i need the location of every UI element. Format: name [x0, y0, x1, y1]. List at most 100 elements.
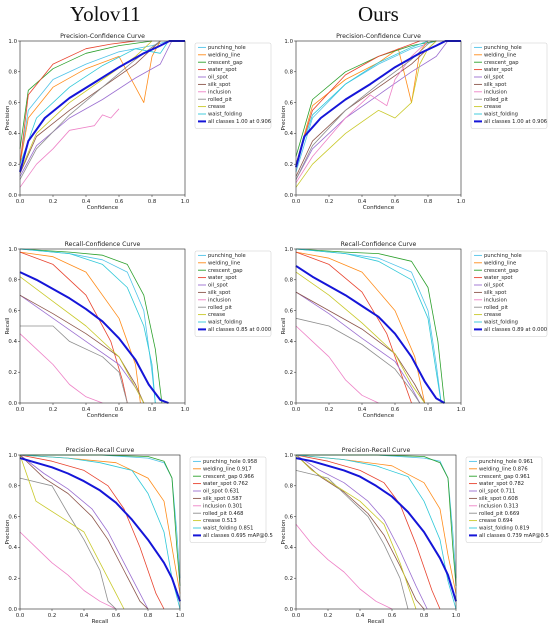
legend-label-waist_folding: waist_folding [208, 112, 242, 118]
y-tick-label: 0.0 [8, 607, 17, 613]
chart-panel-1: Precision-Confidence Curve Confidence Prec… [5, 33, 272, 211]
chart-panel-3: Recall-Confidence Curve Confidence Recall 0… [5, 241, 272, 419]
series-line-rolled_pit [295, 470, 409, 610]
plot-frame [19, 454, 181, 610]
legend-label-rolled_pit: rolled_pit [208, 97, 232, 103]
plot-frame [295, 248, 462, 404]
chart-panel-2: Precision-Confidence Curve Confidence Prec… [281, 33, 548, 211]
series-line-inclusion [295, 325, 379, 404]
legend-label-welding_line: welding_line 0.876 [479, 466, 528, 472]
series-line-oil_spot [19, 454, 149, 610]
y-tick-label: 0.6 [8, 308, 17, 314]
chart-title: Precision-Recall Curve [66, 447, 135, 454]
legend-label-silk_spot: silk_spot [484, 290, 506, 296]
series-line-oil_spot [295, 40, 449, 180]
y-tick-label: 0.0 [284, 607, 293, 613]
series-line-all_classes [295, 40, 461, 168]
legend-label-waist_folding: waist_folding [484, 320, 518, 326]
series-line-silk_spot [19, 454, 149, 610]
series-line-rolled_pit [19, 40, 161, 180]
series-line-crescent_gap [295, 40, 437, 157]
legend-label-welding_line: welding_line 0.917 [203, 466, 252, 472]
x-tick-label: 0.6 [391, 199, 400, 205]
x-tick-label: 0.2 [325, 199, 334, 205]
series-line-all_classes [295, 265, 445, 404]
x-tick-label: 1.0 [452, 613, 461, 619]
series-line-all_classes [19, 40, 185, 173]
legend-label-punching_hole: punching_hole 0.961 [479, 459, 533, 465]
y-tick-label: 0.4 [8, 131, 17, 137]
series-line-welding_line [295, 251, 426, 404]
legend-label-inclusion: inclusion 0.313 [479, 503, 518, 509]
x-tick-label: 1.0 [181, 199, 190, 205]
plot-frame [19, 248, 186, 404]
x-tick-label: 0.6 [112, 613, 121, 619]
y-axis-label: Precision [5, 519, 11, 544]
y-tick-label: 0.0 [8, 401, 17, 407]
y-tick-label: 0.6 [284, 308, 293, 314]
y-tick-label: 0.8 [8, 278, 17, 284]
chart-title: Precision-Confidence Curve [336, 33, 421, 40]
chart-title: Recall-Confidence Curve [65, 241, 141, 248]
y-tick-label: 0.2 [8, 576, 17, 582]
chart-panel-5: Precision-Recall Curve Recall Precision 0.0… [5, 447, 273, 625]
series-line-rolled_pit [295, 317, 421, 404]
series-line-waist_folding [19, 454, 181, 610]
series-line-crease [295, 454, 417, 610]
chart-panel-4: Recall-Confidence Curve Confidence Recall 0… [281, 241, 548, 419]
legend-label-waist_folding: waist_folding [484, 112, 518, 118]
series-line-inclusion [19, 108, 120, 188]
legend-label-crescent_gap: crescent_gap 0.966 [203, 474, 254, 480]
legend-label-water_spot: water_spot [484, 275, 513, 281]
legend-label-rolled_pit: rolled_pit 0.468 [203, 511, 243, 517]
series-line-punching_hole [295, 40, 437, 173]
legend-label-crease: crease [484, 312, 501, 318]
series-line-crescent_gap [19, 40, 153, 149]
legend-label-welding_line: welding_line [484, 52, 516, 58]
series-line-silk_spot [295, 40, 437, 177]
x-tick-label: 1.0 [457, 407, 466, 413]
y-tick-label: 0.6 [8, 514, 17, 520]
series-line-rolled_pit [19, 477, 117, 610]
legend-label-water_spot: water_spot [208, 67, 237, 73]
series-line-crease [295, 40, 437, 188]
series-line-water_spot [19, 454, 165, 610]
legend-label-punching_hole: punching_hole [208, 45, 246, 51]
series-line-punching_hole [19, 40, 169, 165]
x-tick-label: 0.4 [356, 613, 365, 619]
series-line-inclusion [295, 524, 393, 610]
legend-label-oil_spot: oil_spot 0.711 [479, 489, 515, 495]
legend-label-punching_hole: punching_hole [208, 253, 246, 259]
legend-label-all_classes: all classes 0.739 mAP@0.5 [479, 533, 549, 539]
y-tick-label: 0.0 [284, 193, 293, 199]
x-tick-label: 0.6 [391, 407, 400, 413]
legend-label-silk_spot: silk_spot [208, 82, 230, 88]
series-line-crescent_gap [295, 248, 445, 404]
series-line-water_spot [19, 40, 136, 165]
series-line-water_spot [295, 454, 441, 610]
y-axis-label: Recall [5, 317, 11, 334]
series-line-crease [19, 40, 153, 173]
series-line-crease [19, 276, 145, 404]
series-line-waist_folding [295, 454, 457, 610]
y-tick-label: 1.0 [8, 39, 17, 45]
series-line-inclusion [19, 333, 103, 404]
x-tick-label: 0.0 [16, 199, 25, 205]
series-line-welding_line [19, 251, 141, 404]
y-tick-label: 0.8 [284, 484, 293, 490]
legend-box [470, 42, 548, 129]
legend-box [189, 456, 267, 543]
y-tick-label: 0.6 [8, 100, 17, 106]
x-tick-label: 1.0 [181, 407, 190, 413]
chart-title: Precision-Confidence Curve [60, 33, 145, 40]
legend-label-crescent_gap: crescent_gap [208, 268, 243, 274]
y-tick-label: 0.8 [8, 484, 17, 490]
legend-label-all_classes: all classes 0.695 mAP@0.5 [203, 533, 273, 539]
x-tick-label: 0.2 [49, 407, 58, 413]
series-line-waist_folding [19, 248, 156, 404]
legend-box [194, 42, 272, 129]
legend-label-crescent_gap: crescent_gap [484, 268, 519, 274]
legend-label-water_spot: water_spot [484, 67, 513, 73]
series-line-oil_spot [295, 454, 428, 610]
